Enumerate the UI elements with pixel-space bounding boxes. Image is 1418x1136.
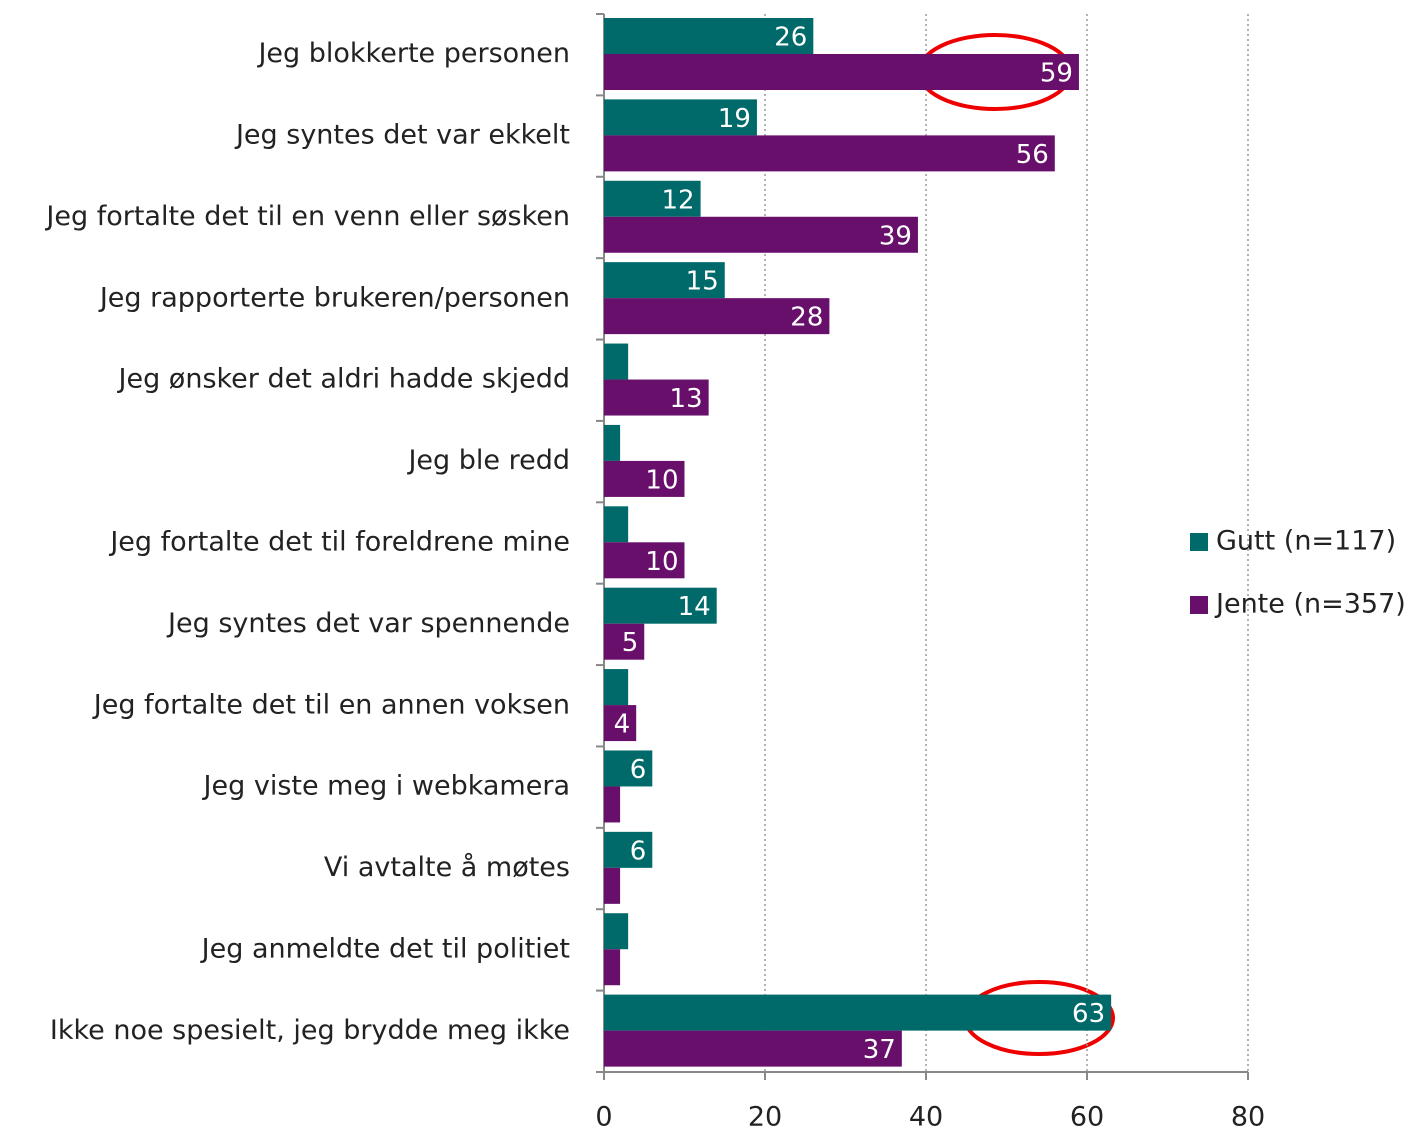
bar xyxy=(604,623,645,660)
bar xyxy=(604,298,830,335)
x-tick-label: 60 xyxy=(1070,1102,1104,1133)
y-tick-label: Jeg ønsker det aldri hadde skjedd xyxy=(117,364,570,395)
bar xyxy=(604,99,757,136)
legend-swatch xyxy=(1190,596,1208,614)
bar xyxy=(604,180,701,217)
y-tick-label: Jeg syntes det var spennende xyxy=(166,608,570,639)
bar xyxy=(604,216,918,253)
bar xyxy=(604,786,621,823)
bar xyxy=(604,994,1112,1031)
y-tick-label: Jeg blokkerte personen xyxy=(256,38,570,69)
legend-label: Gutt (n=117) xyxy=(1216,526,1396,557)
bar xyxy=(604,831,653,868)
bar xyxy=(604,949,621,986)
bar xyxy=(604,135,1055,172)
y-tick-label: Vi avtalte å møtes xyxy=(324,852,570,883)
x-tick-label: 0 xyxy=(595,1102,612,1133)
data-label: 59 xyxy=(1040,59,1073,89)
y-tick-label: Jeg viste meg i webkamera xyxy=(202,771,570,802)
y-tick-label: Jeg fortalte det til foreldrene mine xyxy=(108,527,570,558)
bar xyxy=(604,424,621,461)
bar xyxy=(604,587,717,624)
bar xyxy=(604,913,629,950)
bar xyxy=(604,18,814,54)
y-tick-label: Jeg syntes det var ekkelt xyxy=(234,120,570,151)
data-label: 56 xyxy=(1016,140,1049,170)
data-label: 37 xyxy=(863,1035,896,1065)
legend-swatch xyxy=(1190,533,1208,551)
y-tick-label: Jeg anmeldte det til politiet xyxy=(200,933,570,964)
data-label: 4 xyxy=(614,710,631,740)
bar xyxy=(604,460,685,497)
data-label: 26 xyxy=(774,23,807,53)
bar xyxy=(604,867,621,904)
bar xyxy=(604,343,629,380)
data-label: 39 xyxy=(879,221,912,251)
x-tick-label: 80 xyxy=(1231,1102,1265,1133)
y-tick-label: Jeg fortalte det til en venn eller søske… xyxy=(44,201,570,232)
bar xyxy=(604,379,709,416)
bar xyxy=(604,54,1079,90)
data-label: 10 xyxy=(645,465,678,495)
bar xyxy=(604,506,629,543)
data-label: 6 xyxy=(630,836,647,866)
x-tick-label: 20 xyxy=(748,1102,782,1133)
legend-label: Jente (n=357) xyxy=(1214,589,1406,620)
data-label: 19 xyxy=(718,104,751,134)
data-label: 14 xyxy=(678,592,711,622)
data-label: 15 xyxy=(686,267,719,297)
bar xyxy=(604,669,629,706)
y-tick-label: Jeg rapporterte brukeren/personen xyxy=(98,282,570,313)
data-label: 6 xyxy=(630,755,647,785)
y-tick-label: Ikke noe spesielt, jeg brydde meg ikke xyxy=(50,1015,570,1046)
bar xyxy=(604,705,637,742)
bar xyxy=(604,750,653,787)
bar xyxy=(604,542,685,579)
data-label: 28 xyxy=(790,303,823,333)
x-tick-label: 40 xyxy=(909,1102,943,1133)
data-label: 12 xyxy=(662,185,695,215)
data-label: 5 xyxy=(622,628,639,658)
data-label: 63 xyxy=(1072,999,1105,1029)
data-label: 10 xyxy=(645,547,678,577)
y-tick-label: Jeg ble redd xyxy=(406,445,570,476)
bar xyxy=(604,262,725,299)
data-label: 13 xyxy=(670,384,703,414)
y-tick-label: Jeg fortalte det til en annen voksen xyxy=(92,689,570,720)
bar xyxy=(604,1030,902,1067)
